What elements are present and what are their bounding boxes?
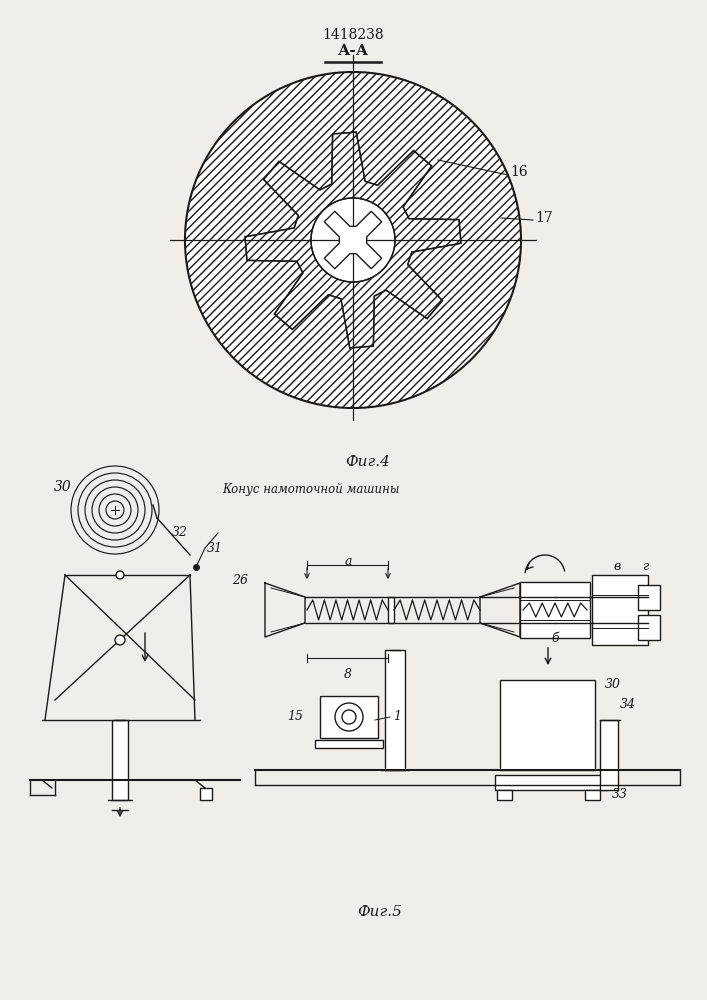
- Text: 31: 31: [207, 542, 223, 554]
- Text: А-А: А-А: [337, 44, 368, 58]
- Text: 1: 1: [393, 710, 401, 724]
- Text: Конус намоточной машины: Конус намоточной машины: [222, 484, 399, 496]
- Text: 34: 34: [620, 698, 636, 712]
- Text: 33: 33: [612, 788, 628, 802]
- Bar: [388, 597, 394, 623]
- Bar: [638, 585, 660, 610]
- Text: г: г: [642, 560, 648, 573]
- Text: 1418238: 1418238: [322, 28, 384, 42]
- Bar: [385, 650, 405, 770]
- Bar: [520, 582, 590, 638]
- Text: Фиг.4: Фиг.4: [346, 455, 390, 469]
- Bar: [112, 720, 128, 800]
- Text: 32: 32: [172, 526, 188, 538]
- Circle shape: [185, 72, 521, 408]
- Text: в: в: [614, 560, 621, 573]
- Text: 26: 26: [232, 574, 248, 586]
- Circle shape: [116, 571, 124, 579]
- Text: 16: 16: [510, 165, 527, 179]
- Bar: [200, 788, 212, 800]
- Bar: [585, 790, 600, 800]
- Text: Фиг.5: Фиг.5: [358, 905, 402, 919]
- Circle shape: [335, 703, 363, 731]
- Text: 17: 17: [535, 211, 553, 225]
- Bar: [495, 775, 607, 790]
- Bar: [320, 696, 378, 738]
- Text: б: б: [551, 632, 559, 645]
- Polygon shape: [325, 211, 382, 269]
- Text: 8: 8: [344, 668, 352, 681]
- Text: 30: 30: [54, 480, 72, 494]
- Bar: [500, 680, 595, 770]
- Text: 30: 30: [605, 678, 621, 692]
- Bar: [497, 790, 512, 800]
- Circle shape: [311, 198, 395, 282]
- Bar: [638, 615, 660, 640]
- Polygon shape: [245, 132, 461, 348]
- Circle shape: [115, 635, 125, 645]
- Bar: [600, 720, 618, 790]
- Text: а: а: [344, 555, 352, 568]
- Bar: [315, 740, 383, 748]
- Text: 15: 15: [287, 710, 303, 724]
- Circle shape: [342, 710, 356, 724]
- Bar: [592, 575, 648, 645]
